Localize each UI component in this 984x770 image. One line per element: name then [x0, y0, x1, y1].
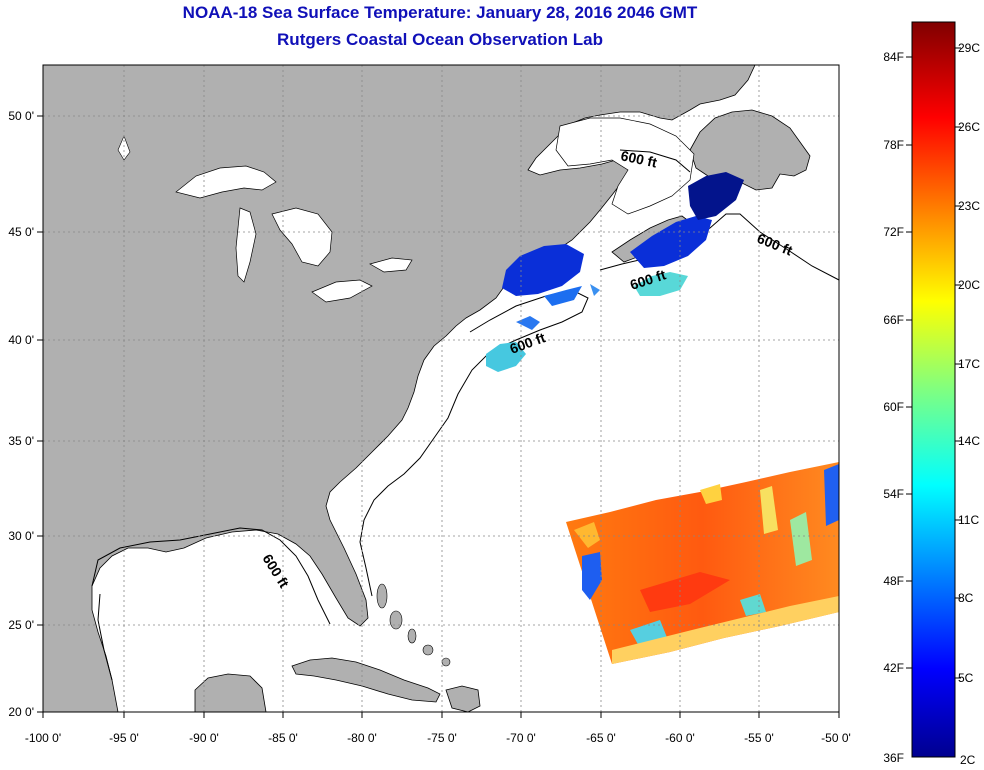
sst-swath-south	[566, 462, 839, 664]
latitude-labels: 50 0' 45 0' 40 0' 35 0' 30 0' 25 0' 20 0…	[8, 109, 34, 719]
sst-swath-north	[486, 172, 744, 372]
colorbar-celsius-labels: 29C 26C 23C 20C 17C 14C 11C 8C 5C 2C	[958, 41, 980, 767]
gulf-st-lawrence	[555, 117, 695, 215]
lat-tick-label: 45 0'	[8, 225, 34, 239]
lon-tick-label: -75 0'	[427, 731, 457, 745]
lon-tick-label: -55 0'	[744, 731, 774, 745]
lon-tick-label: -100 0'	[25, 731, 61, 745]
lat-tick-label: 50 0'	[8, 109, 34, 123]
bahamas-islands	[376, 583, 451, 667]
lake-winnipeg	[117, 135, 131, 161]
axis-ticks	[37, 115, 840, 718]
hispaniola-land	[445, 685, 481, 712]
colorbar-fahrenheit-labels: 84F 78F 72F 66F 60F 54F 48F 42F 36F	[883, 50, 904, 765]
celsius-label: 29C	[958, 41, 980, 55]
lat-tick-label: 35 0'	[8, 434, 34, 448]
celsius-label: 26C	[958, 120, 980, 134]
great-lakes	[175, 165, 413, 303]
lat-tick-label: 30 0'	[8, 529, 34, 543]
celsius-label: 17C	[958, 357, 980, 371]
celsius-label: 8C	[958, 591, 974, 605]
longitude-labels: -100 0' -95 0' -90 0' -85 0' -80 0' -75 …	[25, 731, 851, 745]
fahrenheit-label: 60F	[883, 400, 904, 414]
fahrenheit-label: 72F	[883, 225, 904, 239]
fahrenheit-label: 36F	[883, 751, 904, 765]
cuba-land	[291, 657, 441, 703]
lat-tick-label: 40 0'	[8, 333, 34, 347]
map-title: NOAA-18 Sea Surface Temperature: January…	[182, 3, 698, 22]
fahrenheit-label: 54F	[883, 487, 904, 501]
fahrenheit-label: 84F	[883, 50, 904, 64]
celsius-label: 11C	[958, 513, 979, 527]
lon-tick-label: -95 0'	[109, 731, 139, 745]
lat-tick-label: 20 0'	[8, 705, 34, 719]
isobath-label: 600 ft	[619, 147, 658, 170]
fahrenheit-label: 78F	[883, 138, 904, 152]
fahrenheit-label: 66F	[883, 313, 904, 327]
lon-tick-label: -50 0'	[821, 731, 851, 745]
lon-tick-label: -65 0'	[586, 731, 616, 745]
fahrenheit-label: 42F	[883, 661, 904, 675]
lat-tick-label: 25 0'	[8, 618, 34, 632]
celsius-label: 20C	[958, 278, 980, 292]
lon-tick-label: -60 0'	[665, 731, 695, 745]
celsius-label: 14C	[958, 434, 980, 448]
temperature-colorbar	[911, 21, 956, 758]
map-subtitle: Rutgers Coastal Ocean Observation Lab	[277, 30, 603, 49]
fahrenheit-label: 48F	[883, 574, 904, 588]
lon-tick-label: -70 0'	[506, 731, 536, 745]
yucatan-land	[194, 673, 267, 712]
colorbar-ticks	[906, 47, 961, 679]
map-border	[42, 64, 840, 713]
lon-tick-label: -85 0'	[268, 731, 298, 745]
celsius-label: 23C	[958, 199, 980, 213]
celsius-label: 2C	[960, 753, 976, 767]
lon-tick-label: -80 0'	[347, 731, 377, 745]
celsius-label: 5C	[958, 671, 974, 685]
lon-tick-label: -90 0'	[189, 731, 219, 745]
